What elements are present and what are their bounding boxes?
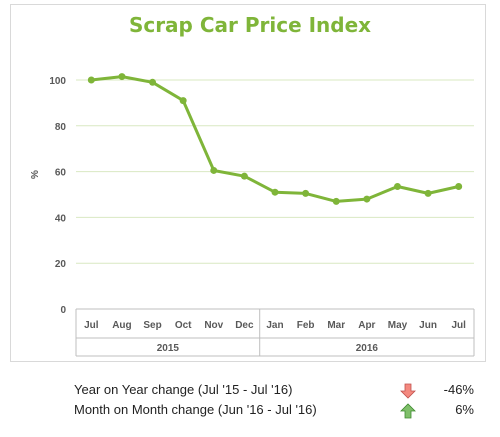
x-tick-label: Nov [204, 320, 223, 331]
y-tick-label: 0 [60, 305, 66, 316]
data-point [455, 182, 463, 190]
y-tick-label: 100 [49, 76, 66, 87]
y-tick-label: 20 [55, 259, 67, 270]
yoy-value: -46% [443, 382, 474, 397]
data-point [424, 189, 432, 197]
x-tick-label: Feb [297, 320, 315, 331]
x-group-label: 2015 [157, 343, 180, 354]
y-axis-label: % [30, 170, 41, 179]
data-point [393, 182, 401, 190]
x-tick-label: May [388, 320, 408, 331]
y-tick-label: 60 [55, 168, 67, 179]
arrow-down-icon [400, 383, 416, 399]
data-point [149, 78, 157, 86]
series-line [89, 75, 461, 203]
mom-label: Month on Month change (Jun '16 - Jul '16… [74, 402, 317, 417]
x-tick-label: Jun [419, 320, 437, 331]
y-tick-label: 40 [55, 213, 67, 224]
data-point [302, 189, 310, 197]
mom-value: 6% [455, 402, 474, 417]
yoy-row: Year on Year change (Jul '15 - Jul '16) … [74, 382, 474, 400]
arrow-up-icon [400, 403, 416, 419]
data-point [210, 166, 218, 174]
mom-row: Month on Month change (Jun '16 - Jul '16… [74, 402, 474, 420]
data-point [363, 195, 371, 203]
x-tick-label: Jul [451, 320, 466, 331]
data-point [332, 197, 340, 205]
x-tick-label: Dec [235, 320, 254, 331]
data-point [118, 73, 126, 81]
data-point [87, 76, 95, 84]
x-tick-label: Jul [84, 320, 99, 331]
x-tick-label: Oct [175, 320, 192, 331]
y-tick-label: 80 [55, 122, 67, 133]
yoy-label: Year on Year change (Jul '15 - Jul '16) [74, 382, 293, 397]
x-group-label: 2016 [356, 343, 379, 354]
data-point [271, 188, 279, 196]
x-tick-label: Sep [143, 320, 161, 331]
x-tick-label: Jan [266, 320, 283, 331]
x-tick-label: Mar [327, 320, 345, 331]
data-point [179, 97, 187, 105]
x-tick-label: Apr [358, 320, 375, 331]
chart-frame [10, 4, 486, 362]
chart-title: Scrap Car Price Index [128, 13, 372, 37]
x-tick-label: Aug [112, 320, 131, 331]
data-point [240, 172, 248, 180]
